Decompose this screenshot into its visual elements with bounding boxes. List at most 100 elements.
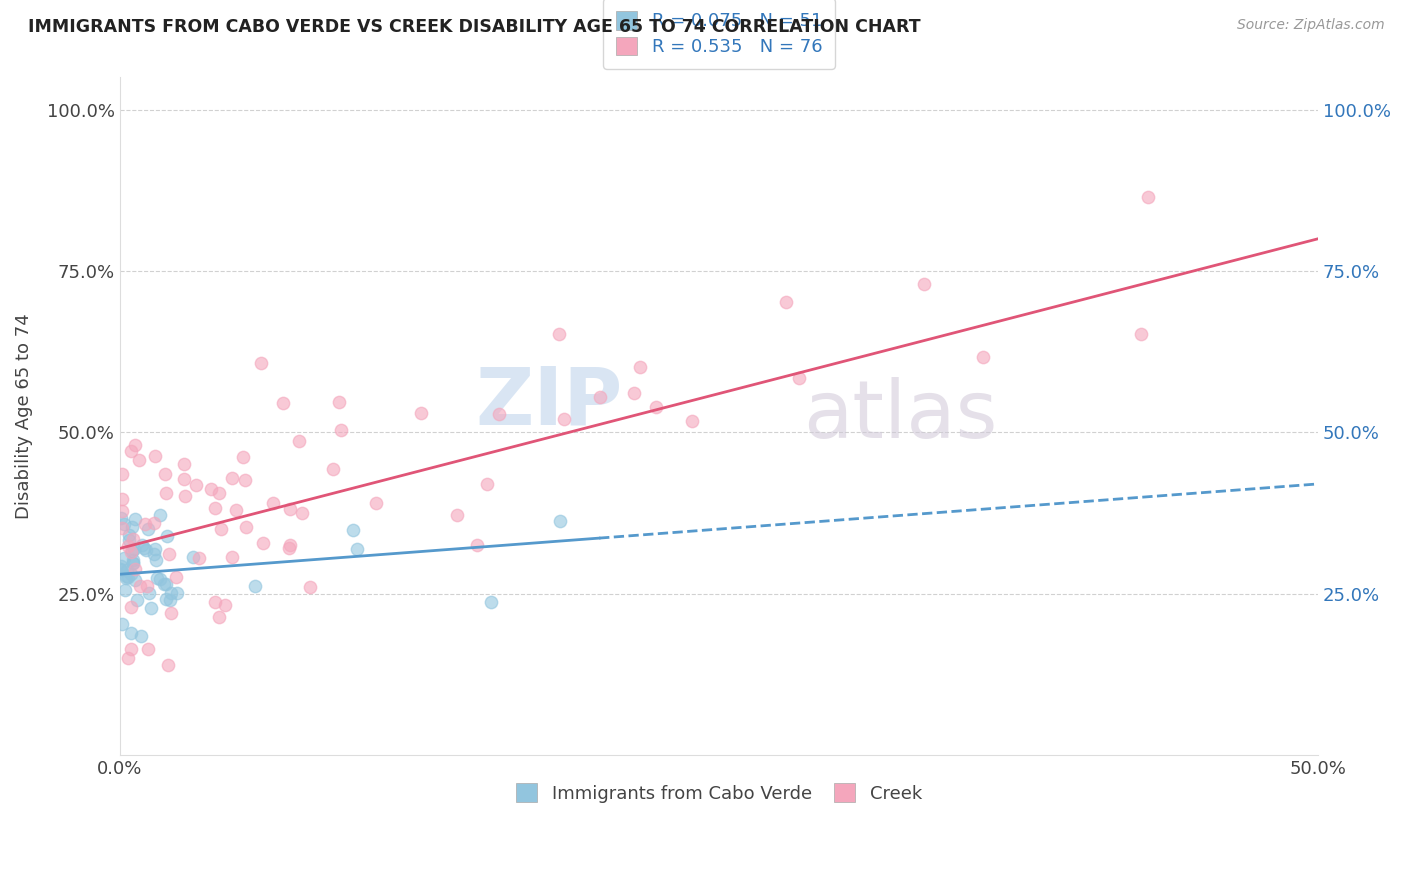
Point [288, 434, 311, 448]
Point [124, 512, 146, 526]
Point [553, 412, 575, 426]
Point [342, 523, 364, 537]
Point [548, 514, 571, 528]
Point [118, 533, 141, 548]
Point [249, 356, 271, 370]
Point [972, 351, 994, 365]
Point [278, 501, 301, 516]
Point [207, 610, 229, 624]
Point [188, 551, 211, 566]
Y-axis label: Disability Age 65 to 74: Disability Age 65 to 74 [15, 313, 32, 519]
Point [149, 572, 172, 586]
Point [135, 542, 157, 557]
Point [135, 579, 157, 593]
Point [127, 593, 149, 607]
Point [143, 449, 166, 463]
Point [145, 553, 167, 567]
Point [628, 359, 651, 374]
Point [122, 542, 145, 557]
Point [173, 457, 195, 471]
Point [124, 438, 146, 452]
Point [681, 415, 703, 429]
Point [110, 558, 132, 573]
Point [173, 472, 195, 486]
Point [117, 650, 139, 665]
Point [346, 541, 368, 556]
Point [112, 551, 135, 566]
Point [912, 277, 935, 291]
Point [121, 544, 143, 558]
Point [122, 556, 145, 570]
Point [221, 550, 243, 565]
Text: Source: ZipAtlas.com: Source: ZipAtlas.com [1237, 18, 1385, 32]
Point [233, 473, 256, 487]
Point [290, 507, 312, 521]
Point [153, 576, 176, 591]
Text: ZIP: ZIP [475, 364, 623, 442]
Point [271, 395, 294, 409]
Point [117, 539, 139, 553]
Point [278, 538, 301, 552]
Point [120, 642, 142, 657]
Point [111, 467, 134, 482]
Point [114, 582, 136, 597]
Point [143, 516, 166, 530]
Point [111, 503, 134, 517]
Point [184, 478, 207, 492]
Point [1129, 327, 1152, 342]
Point [204, 594, 226, 608]
Point [134, 541, 156, 556]
Point [124, 573, 146, 587]
Point [120, 443, 142, 458]
Point [775, 294, 797, 309]
Point [110, 511, 132, 525]
Point [131, 538, 153, 552]
Point [114, 569, 136, 583]
Point [165, 570, 187, 584]
Point [111, 521, 134, 535]
Point [475, 476, 498, 491]
Point [366, 496, 388, 510]
Point [138, 585, 160, 599]
Point [278, 541, 301, 555]
Point [122, 556, 145, 570]
Point [118, 528, 141, 542]
Point [465, 538, 488, 552]
Point [252, 536, 274, 550]
Point [136, 641, 159, 656]
Point [155, 591, 177, 606]
Point [122, 532, 145, 546]
Point [245, 579, 267, 593]
Text: atlas: atlas [803, 377, 997, 455]
Point [330, 423, 353, 437]
Point [136, 522, 159, 536]
Point [111, 616, 134, 631]
Point [134, 517, 156, 532]
Point [110, 562, 132, 576]
Point [120, 544, 142, 558]
Point [623, 385, 645, 400]
Point [157, 547, 180, 561]
Point [166, 586, 188, 600]
Point [160, 607, 183, 621]
Point [121, 553, 143, 567]
Point [200, 482, 222, 496]
Point [232, 450, 254, 464]
Point [547, 326, 569, 341]
Point [142, 547, 165, 561]
Point [155, 577, 177, 591]
Point [117, 570, 139, 584]
Point [128, 579, 150, 593]
Point [204, 501, 226, 516]
Point [124, 562, 146, 576]
Point [156, 657, 179, 672]
Point [155, 486, 177, 500]
Point [479, 595, 502, 609]
Point [446, 508, 468, 522]
Point [645, 401, 668, 415]
Point [235, 520, 257, 534]
Point [143, 541, 166, 556]
Point [146, 571, 169, 585]
Point [112, 517, 135, 532]
Point [589, 390, 612, 404]
